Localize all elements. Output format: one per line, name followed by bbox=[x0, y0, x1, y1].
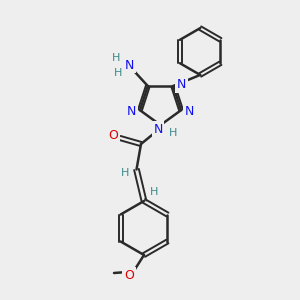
Text: H: H bbox=[169, 128, 177, 138]
Text: N: N bbox=[125, 58, 134, 71]
Text: N: N bbox=[153, 122, 163, 136]
Text: N: N bbox=[177, 78, 186, 91]
Text: H: H bbox=[121, 167, 129, 178]
Text: H: H bbox=[112, 52, 121, 62]
Text: N: N bbox=[185, 105, 194, 118]
Text: N: N bbox=[127, 105, 136, 118]
Text: H: H bbox=[114, 68, 122, 77]
Text: O: O bbox=[124, 268, 134, 282]
Text: H: H bbox=[150, 187, 159, 197]
Text: O: O bbox=[109, 128, 118, 142]
